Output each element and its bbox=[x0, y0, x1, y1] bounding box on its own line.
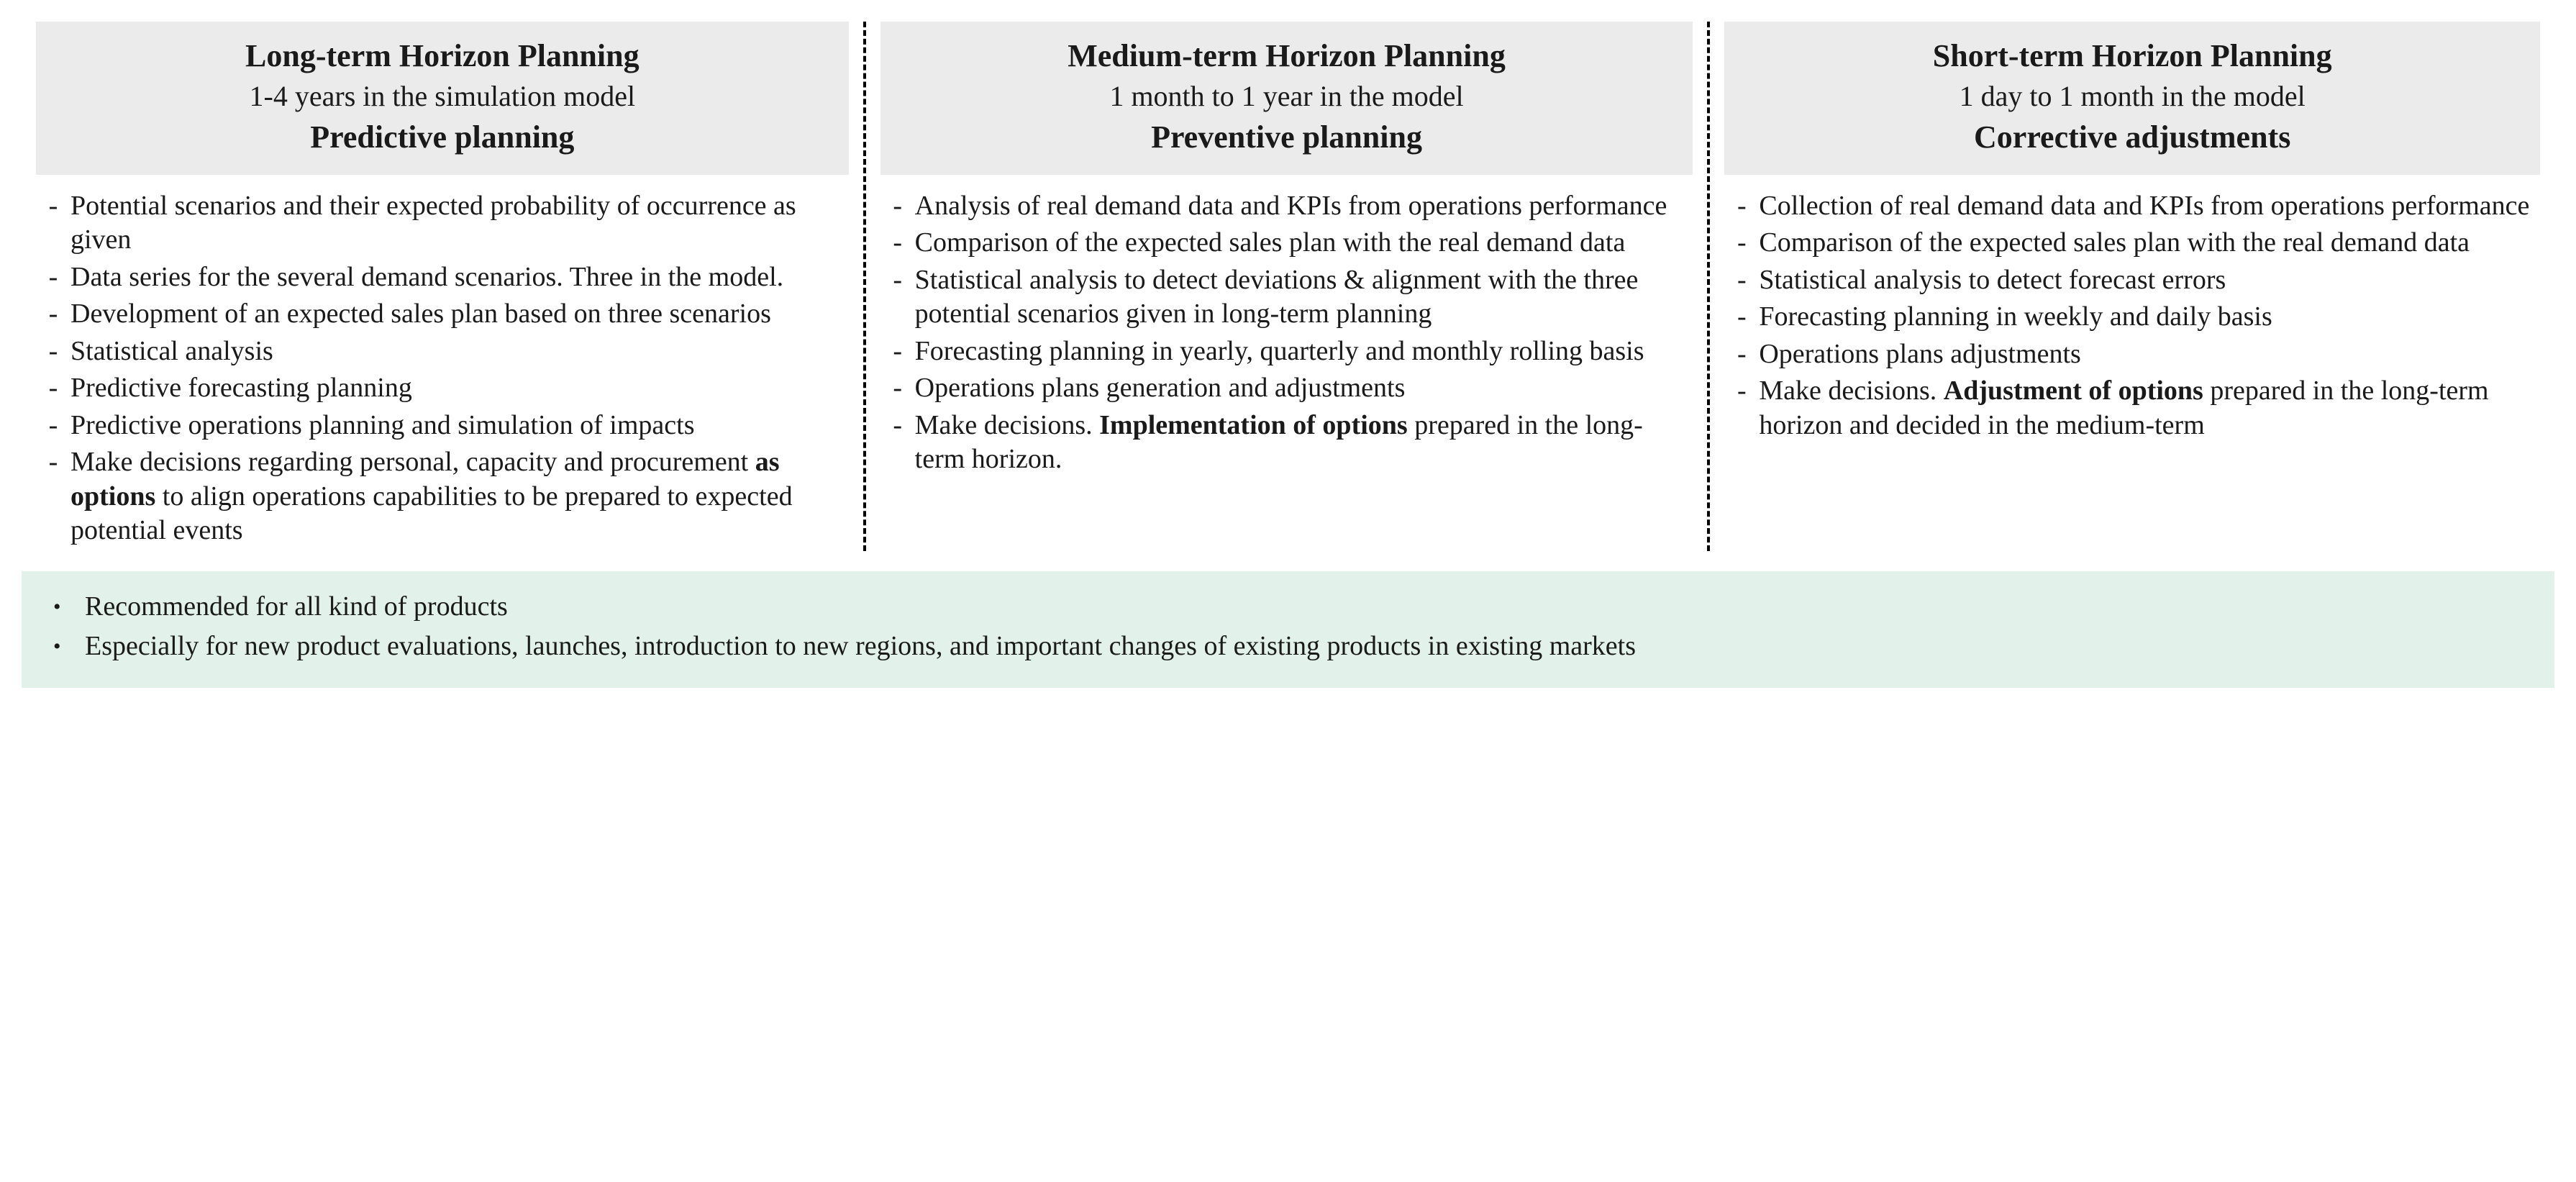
column-body: -Collection of real demand data and KPIs… bbox=[1724, 189, 2540, 443]
list-item-text: Potential scenarios and their expected p… bbox=[70, 189, 842, 258]
dash-icon: - bbox=[880, 409, 915, 477]
dash-icon: - bbox=[36, 335, 70, 369]
list-item-text: Make decisions. Adjustment of options pr… bbox=[1759, 374, 2533, 442]
list-item: -Make decisions. Adjustment of options p… bbox=[1724, 374, 2533, 442]
dash-icon: - bbox=[36, 260, 70, 295]
list-item: -Statistical analysis to detect deviatio… bbox=[880, 263, 1686, 332]
dash-icon: - bbox=[36, 297, 70, 332]
list-item-text: Make decisions. Implementation of option… bbox=[915, 409, 1686, 477]
list-item-text: Analysis of real demand data and KPIs fr… bbox=[915, 189, 1686, 224]
column-subtitle: 1 month to 1 year in the model bbox=[895, 77, 1679, 116]
diagram-root: Long-term Horizon Planning 1-4 years in … bbox=[22, 22, 2554, 688]
list-item: -Data series for the several demand scen… bbox=[36, 260, 842, 295]
dash-icon: - bbox=[880, 189, 915, 224]
list-item-text: Statistical analysis to detect forecast … bbox=[1759, 263, 2533, 298]
dash-icon: - bbox=[880, 335, 915, 369]
dash-icon: - bbox=[1724, 189, 1759, 224]
footer-item-text: Especially for new product evaluations, … bbox=[85, 628, 2523, 665]
column-short-term: Short-term Horizon Planning 1 day to 1 m… bbox=[1710, 22, 2554, 551]
column-long-term: Long-term Horizon Planning 1-4 years in … bbox=[22, 22, 866, 551]
list-item-text: Data series for the several demand scena… bbox=[70, 260, 842, 295]
column-body: -Analysis of real demand data and KPIs f… bbox=[880, 189, 1693, 477]
list-item-text: Development of an expected sales plan ba… bbox=[70, 297, 842, 332]
column-type: Predictive planning bbox=[50, 116, 834, 158]
footer-box: •Recommended for all kind of products•Es… bbox=[22, 571, 2554, 688]
list-item-text: Collection of real demand data and KPIs … bbox=[1759, 189, 2533, 224]
column-subtitle: 1 day to 1 month in the model bbox=[1739, 77, 2526, 116]
list-item-text: Statistical analysis to detect deviation… bbox=[915, 263, 1686, 332]
column-subtitle: 1-4 years in the simulation model bbox=[50, 77, 834, 116]
list-item-text: Predictive operations planning and simul… bbox=[70, 409, 842, 443]
list-item: -Comparison of the expected sales plan w… bbox=[1724, 226, 2533, 260]
column-type: Preventive planning bbox=[895, 116, 1679, 158]
dash-icon: - bbox=[36, 189, 70, 258]
columns-row: Long-term Horizon Planning 1-4 years in … bbox=[22, 22, 2554, 551]
column-title: Long-term Horizon Planning bbox=[50, 35, 834, 77]
dash-icon: - bbox=[1724, 374, 1759, 442]
list-item: -Comparison of the expected sales plan w… bbox=[880, 226, 1686, 260]
list-item: -Make decisions. Implementation of optio… bbox=[880, 409, 1686, 477]
list-item: -Predictive operations planning and simu… bbox=[36, 409, 842, 443]
dash-icon: - bbox=[36, 409, 70, 443]
list-item-text: Forecasting planning in yearly, quarterl… bbox=[915, 335, 1686, 369]
list-item: -Analysis of real demand data and KPIs f… bbox=[880, 189, 1686, 224]
column-header: Long-term Horizon Planning 1-4 years in … bbox=[36, 22, 849, 175]
column-type: Corrective adjustments bbox=[1739, 116, 2526, 158]
column-header: Medium-term Horizon Planning 1 month to … bbox=[880, 22, 1693, 175]
list-item-text: Operations plans generation and adjustme… bbox=[915, 371, 1686, 406]
list-item-text: Forecasting planning in weekly and daily… bbox=[1759, 300, 2533, 335]
dash-icon: - bbox=[36, 445, 70, 548]
list-item: -Statistical analysis bbox=[36, 335, 842, 369]
dash-icon: - bbox=[880, 226, 915, 260]
list-item-text: Statistical analysis bbox=[70, 335, 842, 369]
dash-icon: - bbox=[1724, 300, 1759, 335]
column-header: Short-term Horizon Planning 1 day to 1 m… bbox=[1724, 22, 2540, 175]
column-body: -Potential scenarios and their expected … bbox=[36, 189, 849, 548]
list-item-text: Comparison of the expected sales plan wi… bbox=[915, 226, 1686, 260]
column-medium-term: Medium-term Horizon Planning 1 month to … bbox=[866, 22, 1711, 551]
list-item: -Operations plans generation and adjustm… bbox=[880, 371, 1686, 406]
dash-icon: - bbox=[880, 263, 915, 332]
list-item-text: Comparison of the expected sales plan wi… bbox=[1759, 226, 2533, 260]
footer-item: •Recommended for all kind of products bbox=[53, 588, 2523, 625]
dash-icon: - bbox=[1724, 263, 1759, 298]
column-title: Medium-term Horizon Planning bbox=[895, 35, 1679, 77]
dash-icon: - bbox=[1724, 226, 1759, 260]
list-item: -Development of an expected sales plan b… bbox=[36, 297, 842, 332]
list-item: -Potential scenarios and their expected … bbox=[36, 189, 842, 258]
list-item: -Make decisions regarding personal, capa… bbox=[36, 445, 842, 548]
bullet-icon: • bbox=[53, 628, 85, 665]
list-item: -Statistical analysis to detect forecast… bbox=[1724, 263, 2533, 298]
column-title: Short-term Horizon Planning bbox=[1739, 35, 2526, 77]
list-item-text: Predictive forecasting planning bbox=[70, 371, 842, 406]
list-item: -Forecasting planning in weekly and dail… bbox=[1724, 300, 2533, 335]
footer-item-text: Recommended for all kind of products bbox=[85, 588, 2523, 625]
list-item: -Operations plans adjustments bbox=[1724, 337, 2533, 372]
list-item: -Collection of real demand data and KPIs… bbox=[1724, 189, 2533, 224]
bullet-icon: • bbox=[53, 588, 85, 625]
list-item: -Forecasting planning in yearly, quarter… bbox=[880, 335, 1686, 369]
list-item-text: Operations plans adjustments bbox=[1759, 337, 2533, 372]
footer-item: •Especially for new product evaluations,… bbox=[53, 628, 2523, 665]
dash-icon: - bbox=[880, 371, 915, 406]
list-item-text: Make decisions regarding personal, capac… bbox=[70, 445, 842, 548]
dash-icon: - bbox=[1724, 337, 1759, 372]
dash-icon: - bbox=[36, 371, 70, 406]
list-item: -Predictive forecasting planning bbox=[36, 371, 842, 406]
